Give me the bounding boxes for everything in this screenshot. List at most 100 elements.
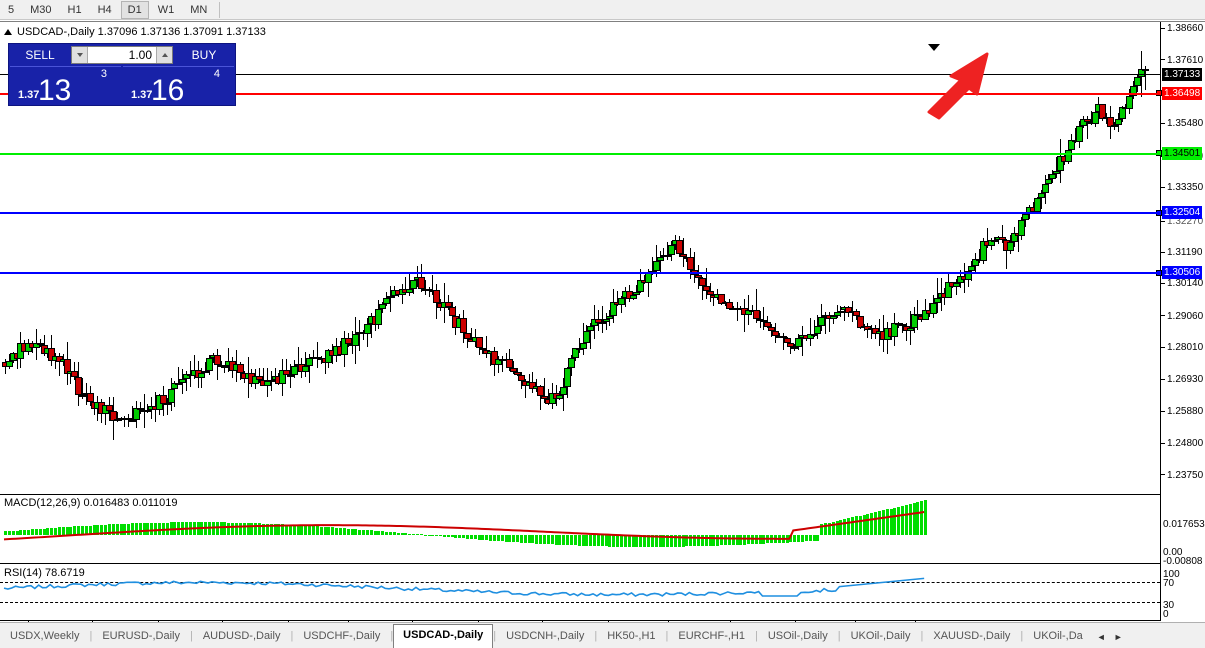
price-chart-pane[interactable] [0, 22, 1160, 492]
timeframe-button-h1[interactable]: H1 [67, 3, 82, 16]
candle-wick [286, 359, 288, 376]
price-axis[interactable]: 1.38660 1.37610 1.35480 1.33350 1.31190 1.301… [1156, 22, 1205, 621]
level-line-support-green[interactable] [0, 152, 1160, 155]
volume-input[interactable]: 1.00 [128, 48, 152, 62]
chart-tab-usdcad--daily[interactable]: USDCAD-,Daily [393, 624, 494, 648]
chart-tab-bar[interactable]: USDX,Weekly | EURUSD-,Daily | AUDUSD-,Daily |… [0, 622, 1205, 648]
macd-histogram-bar [562, 535, 566, 545]
chart-tab-usdcnh--daily[interactable]: USDCNH-,Daily [506, 630, 585, 642]
candle-body-bearish [702, 285, 710, 292]
candle-wick [925, 298, 927, 321]
macd-histogram-bar [523, 535, 527, 543]
macd-histogram-bar [519, 535, 523, 543]
candle-wick [732, 306, 734, 310]
chart-window[interactable]: USDCAD-,Daily 1.37096 1.37136 1.37091 1.… [0, 21, 1205, 641]
macd-histogram-bar [596, 535, 600, 547]
chart-tab-audusd--daily[interactable]: AUDUSD-,Daily [202, 630, 281, 642]
buy-price-quote[interactable]: 1.37 16 4 [123, 66, 234, 107]
price-badge-green[interactable]: 1.34501 [1156, 146, 1203, 160]
candle-wick [274, 367, 276, 385]
candle-body-bullish [1006, 242, 1014, 252]
timeframe-button-h4[interactable]: H4 [97, 3, 112, 16]
macd-histogram-bar [92, 525, 96, 535]
timeframe-button-5[interactable]: 5 [8, 3, 15, 16]
buy-button[interactable]: BUY [191, 48, 217, 62]
candle-body-bearish [490, 351, 498, 365]
tab-separator: | [754, 630, 758, 642]
volume-stepper[interactable]: 1.00 [71, 46, 173, 64]
macd-histogram-bar [516, 535, 520, 543]
candle-wick [359, 320, 361, 352]
macd-histogram-bar [215, 522, 219, 535]
chart-tab-xauusd--daily[interactable]: XAUUSD-,Daily [933, 630, 1011, 642]
candle-wick [390, 286, 391, 313]
rsi-pane[interactable]: RSI(14) 78.6719 [0, 565, 1160, 621]
candle-wick [224, 365, 226, 373]
chart-tab-eurusd--daily[interactable]: EURUSD-,Daily [102, 630, 180, 642]
candle-body-bearish [136, 408, 144, 411]
macd-histogram-bar [916, 501, 920, 535]
chart-tab-usoil--daily[interactable]: USOil-,Daily [767, 630, 828, 642]
tab-scroll-right-icon[interactable]: ► [1113, 632, 1123, 642]
sell-price-quote[interactable]: 1.37 13 3 [10, 66, 121, 107]
chart-tab-usdx-weekly[interactable]: USDX,Weekly [10, 630, 80, 642]
macd-histogram-bar [808, 535, 812, 542]
macd-pane[interactable]: MACD(12,26,9) 0.016483 0.011019 [0, 494, 1160, 564]
level-line-support-blue-1[interactable] [0, 212, 1160, 215]
tab-scroll-left-icon[interactable]: ◄ [1096, 632, 1106, 642]
macd-histogram-bar [604, 535, 608, 547]
candle-body-bullish [1049, 173, 1057, 180]
macd-histogram-bar [924, 499, 928, 535]
level-line-current-price[interactable] [0, 73, 1160, 75]
volume-increase-button[interactable] [156, 47, 172, 63]
candle-body-bullish [263, 380, 271, 386]
candle-body-bullish [598, 322, 606, 325]
candle-wick [316, 342, 318, 368]
timeframe-button-mn[interactable]: MN [190, 3, 208, 16]
price-badge-red[interactable]: 1.36498 [1156, 86, 1203, 100]
one-click-trading-panel[interactable]: SELL 1.00 BUY 1.37 13 3 1.37 16 4 [8, 43, 236, 107]
macd-histogram-bar [901, 506, 905, 535]
level-line-resistance[interactable] [0, 92, 1160, 95]
candle-wick [778, 333, 780, 338]
candle-wick [363, 329, 365, 340]
candle-wick [979, 249, 981, 264]
candle-wick [617, 290, 619, 306]
macd-histogram-bar [242, 522, 246, 535]
macd-histogram-bar [238, 522, 242, 535]
level-line-support-blue-2[interactable] [0, 272, 1160, 275]
macd-histogram-bar [4, 531, 7, 535]
chart-tab-hk50--h1[interactable]: HK50-,H1 [607, 630, 656, 642]
trade-panel-top-row: SELL 1.00 BUY [9, 44, 235, 66]
macd-histogram-bar [100, 524, 104, 535]
candle-body-bullish [179, 378, 187, 384]
price-badge-blue[interactable]: 1.32504 [1156, 206, 1203, 220]
price-badge-black[interactable]: 1.37133 [1162, 67, 1203, 81]
tab-separator: | [493, 630, 497, 642]
macd-histogram-bar [258, 523, 262, 535]
candle-wick [902, 323, 904, 333]
chart-tab-ukoil--daily[interactable]: UKOil-,Daily [850, 630, 911, 642]
candle-body-bullish [952, 282, 960, 288]
candle-wick [166, 397, 168, 415]
price-axis-tick: 1.38660 [1161, 23, 1205, 34]
chart-tab-eurchf--h1[interactable]: EURCHF-,H1 [678, 630, 745, 642]
collapse-triangle-icon[interactable] [4, 29, 12, 35]
candle-body-bearish [125, 418, 133, 421]
chart-tab-usdchf--daily[interactable]: USDCHF-,Daily [303, 630, 381, 642]
macd-histogram-bar [231, 522, 235, 535]
macd-histogram-bar [161, 522, 165, 535]
macd-histogram-bar [481, 535, 485, 540]
macd-histogram-bar [569, 535, 573, 546]
timeframe-button-d1[interactable]: D1 [120, 0, 149, 19]
timeframe-button-w1[interactable]: W1 [157, 3, 175, 16]
macd-histogram-bar [658, 535, 662, 547]
candle-wick [1086, 116, 1088, 139]
sell-button[interactable]: SELL [25, 48, 55, 62]
macd-histogram-bar [304, 525, 308, 535]
candle-wick [867, 323, 869, 338]
chart-tab-ukoil--da[interactable]: UKOil-,Da [1033, 630, 1083, 642]
price-badge-blue[interactable]: 1.30506 [1156, 266, 1203, 280]
timeframe-button-m30[interactable]: M30 [30, 3, 52, 16]
volume-decrease-button[interactable] [72, 47, 88, 63]
